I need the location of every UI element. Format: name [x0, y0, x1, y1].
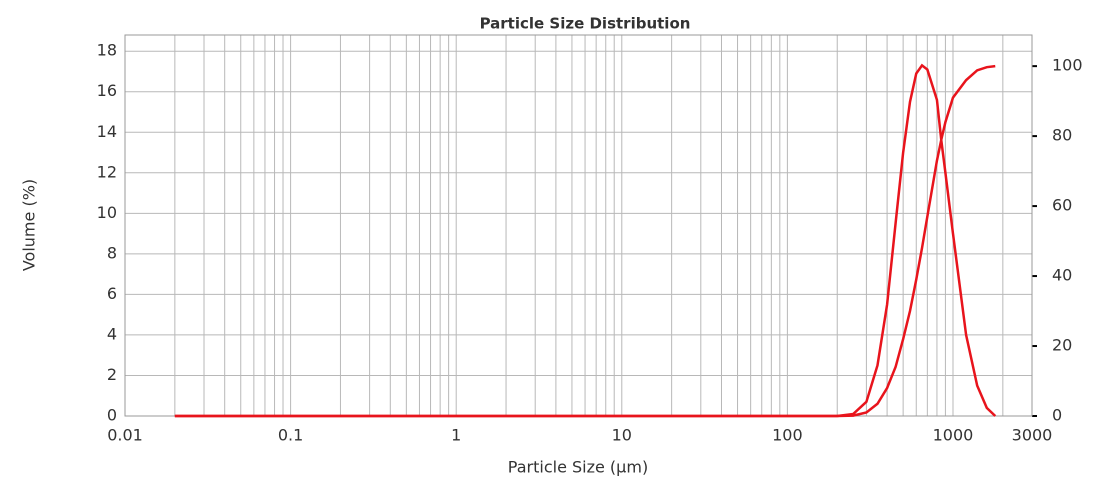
x-axis-label: Particle Size (µm): [508, 458, 648, 477]
y-tick-label: 12: [97, 162, 117, 181]
data-line: [174, 64, 996, 418]
x-tick-label: 100: [772, 426, 803, 445]
y2-tick-label: 40: [1052, 266, 1072, 285]
y2-tick-label: 100: [1052, 56, 1083, 75]
x-tick-label: 0.1: [278, 426, 303, 445]
x-tick-label: 3000: [1012, 426, 1053, 445]
y-tick-label: 4: [107, 324, 117, 343]
y-tick-label: 14: [97, 122, 117, 141]
y-tick-label: 2: [107, 365, 117, 384]
y-tick-label: 8: [107, 243, 117, 262]
y-axis-label: Volume (%): [20, 179, 39, 271]
y2-tick-label: 80: [1052, 126, 1072, 145]
y-tick-label: 10: [97, 203, 117, 222]
chart-title: Particle Size Distribution: [480, 15, 691, 33]
x-tick-label: 1: [451, 426, 461, 445]
x-tick-label: 10: [612, 426, 632, 445]
x-tick-label: 0.01: [107, 426, 143, 445]
x-tick-label: 1000: [933, 426, 974, 445]
y2-tick-label: 0: [1052, 406, 1062, 425]
y-tick-label: 0: [107, 406, 117, 425]
data-line: [174, 63, 997, 418]
y2-tick-label: 20: [1052, 336, 1072, 355]
y-tick-label: 16: [97, 81, 117, 100]
y-tick-label: 6: [107, 284, 117, 303]
y2-tick-label: 60: [1052, 196, 1072, 215]
y-tick-label: 18: [97, 41, 117, 60]
